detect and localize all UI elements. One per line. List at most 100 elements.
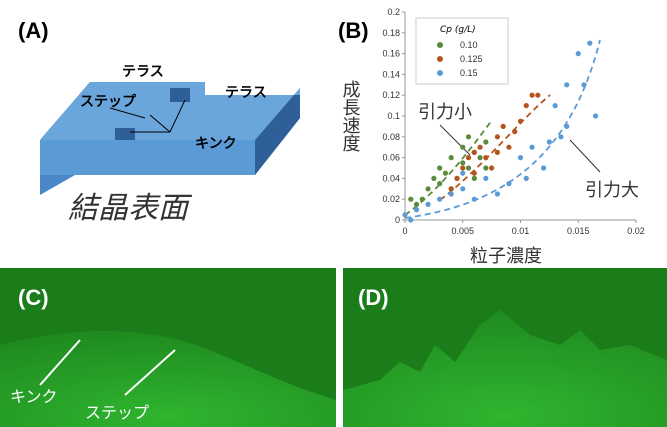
point (518, 119, 523, 124)
point (472, 197, 477, 202)
point (402, 212, 407, 217)
diagram-label: テラス (122, 64, 164, 80)
point (408, 217, 413, 222)
panel-label: (B) (338, 18, 369, 43)
point (483, 176, 488, 181)
point (437, 197, 442, 202)
diagram-label: キンク (195, 136, 237, 152)
point (460, 165, 465, 170)
legend-marker (437, 42, 443, 48)
legend-marker (437, 56, 443, 62)
point (529, 93, 534, 98)
panel-label: (A) (18, 18, 49, 43)
annotation-line (570, 140, 600, 172)
y-tick-label: 0.16 (382, 49, 400, 59)
y-tick-label: 0 (395, 215, 400, 225)
y-tick-label: 0.12 (382, 90, 400, 100)
diagram-label: ステップ (80, 94, 137, 110)
point (443, 171, 448, 176)
point (489, 165, 494, 170)
figure: (A) テラス テラス ステップ キンク 結晶表面 (B) 成長速度 粒子濃度 … (0, 0, 667, 427)
annotation-line (440, 125, 470, 155)
point (472, 150, 477, 155)
point (506, 145, 511, 150)
y-tick-label: 0.08 (382, 132, 400, 142)
point (460, 186, 465, 191)
point (558, 134, 563, 139)
point (495, 191, 500, 196)
x-tick-label: 0 (402, 226, 407, 236)
point (553, 103, 558, 108)
point (524, 103, 529, 108)
micrograph-label: キンク (10, 387, 58, 406)
point (466, 155, 471, 160)
y-tick-label: 0.04 (382, 173, 400, 183)
point (524, 176, 529, 181)
point (472, 176, 477, 181)
x-axis-label: 粒子濃度 (470, 246, 542, 267)
point (477, 145, 482, 150)
point (477, 155, 482, 160)
point (460, 171, 465, 176)
point (495, 134, 500, 139)
point (449, 191, 454, 196)
diagram-caption: 結晶表面 (68, 191, 193, 226)
point (449, 186, 454, 191)
point (518, 155, 523, 160)
point (426, 186, 431, 191)
point (420, 197, 425, 202)
point (437, 181, 442, 186)
point (414, 202, 419, 207)
point (483, 165, 488, 170)
annotation: 引力大 (585, 180, 639, 201)
legend-label: 0.10 (460, 40, 478, 50)
point (529, 145, 534, 150)
y-tick-label: 0.2 (387, 7, 400, 17)
point (581, 82, 586, 87)
x-tick-label: 0.02 (627, 226, 645, 236)
point (431, 176, 436, 181)
point (454, 176, 459, 181)
micrograph (343, 268, 667, 427)
point (587, 41, 592, 46)
point (593, 113, 598, 118)
point (414, 207, 419, 212)
annotation: 引力小 (418, 102, 472, 123)
point (535, 93, 540, 98)
x-tick-label: 0.01 (512, 226, 530, 236)
point (472, 171, 477, 176)
diagram-label: テラス (225, 85, 267, 101)
y-tick-label: 0.02 (382, 194, 400, 204)
x-tick-label: 0.005 (451, 226, 474, 236)
point (466, 134, 471, 139)
point (466, 165, 471, 170)
point (426, 202, 431, 207)
legend-title: Cp (g/L) (440, 25, 476, 35)
point (564, 124, 569, 129)
point (449, 155, 454, 160)
micrograph-label: ステップ (85, 403, 149, 422)
point (564, 82, 569, 87)
point (495, 150, 500, 155)
y-axis-label: 成長速度 (340, 80, 361, 152)
point (460, 160, 465, 165)
x-tick-label: 0.015 (567, 226, 590, 236)
point (547, 139, 552, 144)
point (506, 181, 511, 186)
panel-label: (C) (18, 285, 49, 310)
point (541, 165, 546, 170)
point (437, 165, 442, 170)
point (483, 155, 488, 160)
point (512, 129, 517, 134)
point (460, 145, 465, 150)
legend-label: 0.15 (460, 68, 478, 78)
y-tick-label: 0.06 (382, 153, 400, 163)
y-tick-label: 0.18 (382, 28, 400, 38)
point (576, 51, 581, 56)
legend-marker (437, 70, 443, 76)
point (501, 124, 506, 129)
point (408, 197, 413, 202)
legend-label: 0.125 (460, 54, 483, 64)
panel-label: (D) (358, 285, 389, 310)
y-tick-label: 0.1 (387, 111, 400, 121)
